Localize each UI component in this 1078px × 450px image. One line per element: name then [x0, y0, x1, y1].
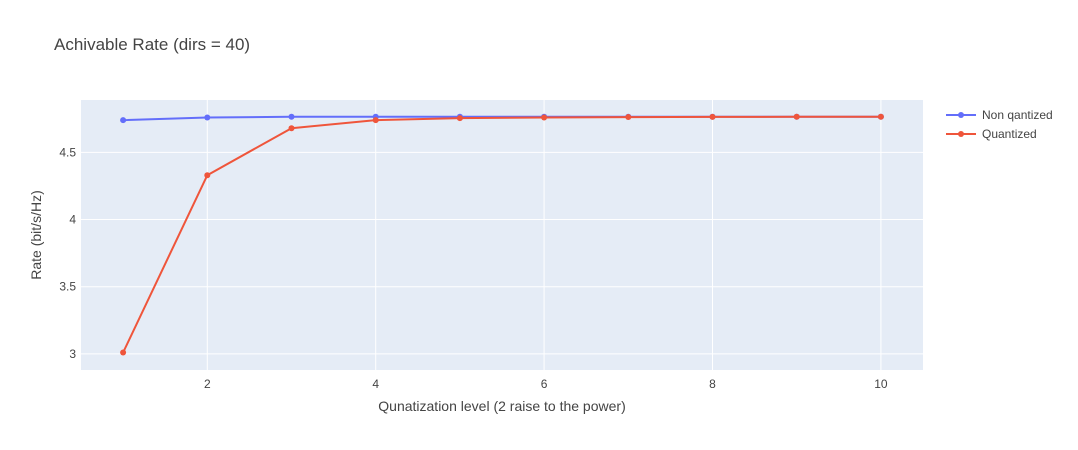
legend-label: Quantized	[982, 127, 1037, 141]
series-layer	[120, 113, 884, 356]
data-point	[204, 172, 211, 179]
x-axis-ticks: 2 4 6 8 10	[204, 377, 888, 391]
series-line	[122, 115, 881, 353]
series-1	[120, 113, 884, 356]
data-point	[288, 113, 295, 120]
x-tick-label: 10	[874, 377, 888, 391]
y-axis-ticks: 3 3.5 4 4.5	[59, 145, 76, 360]
data-point	[877, 113, 884, 120]
data-point	[541, 114, 548, 121]
grid	[81, 100, 923, 370]
x-tick-label: 2	[204, 377, 211, 391]
x-tick-label: 4	[372, 377, 379, 391]
data-point	[288, 125, 295, 132]
legend-item[interactable]: Non qantized	[946, 108, 1053, 122]
x-tick-label: 8	[709, 377, 716, 391]
legend-swatch-marker	[958, 131, 964, 137]
data-point	[120, 349, 127, 356]
y-tick-label: 4.5	[59, 145, 76, 159]
legend-label: Non qantized	[982, 108, 1053, 122]
data-point	[372, 117, 379, 124]
y-axis-label: Rate (bit/s/Hz)	[28, 190, 44, 279]
data-point	[793, 113, 800, 120]
chart-title: Achivable Rate (dirs = 40)	[54, 35, 250, 54]
data-point	[204, 114, 211, 121]
plot-area	[81, 100, 923, 370]
data-point	[120, 117, 127, 124]
legend-item[interactable]: Quantized	[946, 127, 1037, 141]
y-tick-label: 3.5	[59, 280, 76, 294]
x-axis-label: Qunatization level (2 raise to the power…	[378, 398, 625, 414]
y-tick-label: 3	[69, 347, 76, 361]
data-point	[456, 115, 463, 122]
data-point	[625, 114, 632, 121]
legend: Non qantized Quantized	[946, 108, 1053, 141]
y-tick-label: 4	[69, 213, 76, 227]
x-tick-label: 6	[541, 377, 548, 391]
legend-swatch-marker	[958, 112, 964, 118]
data-point	[709, 113, 716, 120]
